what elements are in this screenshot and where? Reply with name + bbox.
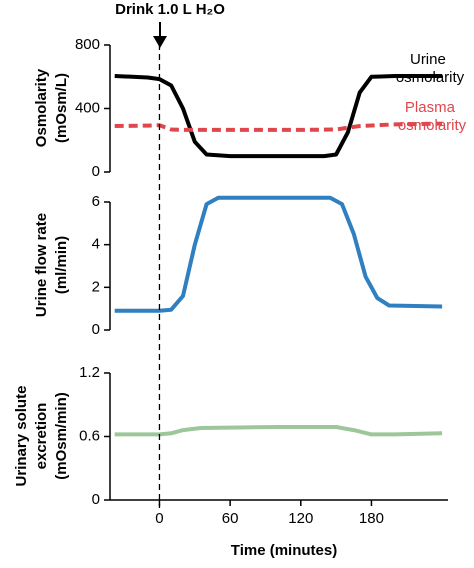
series-line — [114, 425, 443, 437]
series-label-line: osmolarity — [398, 117, 467, 134]
series-label: Plasma osmolarity — [398, 99, 467, 134]
y-tick-label: 2 — [92, 278, 100, 295]
y-axis-label: Osmolarity — [33, 68, 50, 147]
y-tick-label: 0 — [92, 163, 100, 180]
y-tick-label: 0.6 — [79, 427, 100, 444]
series-line — [114, 74, 443, 159]
annotation: Drink 1.0 L H₂O — [115, 1, 225, 18]
series-label-line: Plasma — [405, 99, 459, 116]
x-tick-label: 180 — [359, 510, 384, 527]
y-axis-label: (mOsm/L) — [53, 73, 70, 143]
y-axis-label: Urine flow rate — [33, 213, 50, 317]
x-axis-label: Time (minutes) — [231, 542, 337, 559]
series-label-line: Urine — [410, 51, 450, 68]
y-tick-label: 800 — [75, 36, 100, 53]
series-label-line: osmolarity — [396, 69, 465, 86]
y-tick-label: 6 — [92, 193, 100, 210]
y-axis-label: (mOsm/min) — [53, 392, 70, 480]
y-tick-label: 0 — [92, 321, 100, 338]
y-tick-label: 4 — [92, 236, 100, 253]
x-tick-label: 120 — [288, 510, 313, 527]
y-axis-label: (ml/min) — [53, 236, 70, 294]
y-axis-label: Urinary solute — [13, 386, 30, 487]
x-tick-label: 0 — [155, 510, 163, 527]
series-line — [114, 195, 443, 313]
y-axis-label: excretion — [33, 403, 50, 470]
y-tick-label: 0 — [92, 491, 100, 508]
arrow-head — [153, 36, 167, 48]
y-tick-label: 1.2 — [79, 364, 100, 381]
series-label: Urine osmolarity — [396, 51, 465, 86]
x-tick-label: 60 — [222, 510, 239, 527]
series-line — [114, 121, 443, 132]
y-tick-label: 400 — [75, 99, 100, 116]
